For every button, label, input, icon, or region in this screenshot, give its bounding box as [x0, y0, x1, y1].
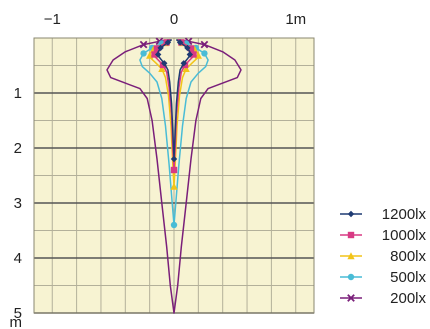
data-point-1200lx	[186, 51, 194, 58]
y-tick-label: 4	[14, 250, 22, 267]
legend-item-200lx: 200lx	[340, 290, 427, 307]
legend-swatch-marker	[347, 210, 355, 218]
data-point-1000lx	[153, 45, 161, 52]
data-point-1200lx	[154, 51, 162, 58]
legend-label: 1200lx	[382, 206, 427, 223]
series-layer	[106, 37, 242, 314]
legend-swatch-marker	[347, 252, 355, 260]
data-point-200lx	[139, 40, 148, 49]
x-tick-label: −1	[44, 11, 61, 28]
series-200lx	[106, 37, 242, 314]
data-point-200lx	[200, 40, 209, 49]
series-1200lx	[154, 39, 194, 163]
legend-item-1200lx: 1200lx	[340, 206, 426, 223]
data-point-1200lx	[184, 44, 191, 52]
data-point-800lx	[170, 182, 178, 190]
data-point-1000lx	[190, 51, 197, 58]
legend-label: 800lx	[390, 248, 426, 265]
data-point-1000lx	[170, 166, 178, 174]
series-line-200lx	[106, 38, 242, 314]
y-tick-label: 2	[14, 140, 22, 157]
legend-item-800lx: 800lx	[340, 248, 427, 265]
x-tick-label: 1m	[285, 11, 306, 28]
data-point-1200lx	[170, 155, 178, 163]
y-tick-label: 1	[14, 85, 22, 102]
data-point-1200lx	[161, 60, 168, 67]
legend-label: 500lx	[390, 269, 426, 286]
legend-swatch-marker-stroke	[347, 294, 355, 302]
data-point-1200lx	[180, 60, 187, 67]
data-point-500lx	[140, 50, 147, 57]
data-point-1000lx	[151, 51, 158, 58]
legend-item-500lx: 500lx	[340, 269, 427, 286]
y-tick-labels: 1 2 3 4 5	[14, 85, 22, 322]
data-point-200lx-stroke	[139, 40, 148, 49]
x-tick-labels: −1 0 1m	[44, 11, 306, 28]
y-tick-label: 3	[14, 195, 22, 212]
data-point-1000lx	[187, 45, 195, 52]
data-point-200lx-stroke	[200, 40, 209, 49]
data-point-1200lx	[157, 44, 164, 52]
legend-label: 1000lx	[382, 227, 427, 244]
legend-swatch-marker	[347, 294, 355, 302]
x-tick-label: 0	[170, 11, 178, 28]
series-500lx	[139, 38, 209, 229]
data-point-200lx-stroke	[155, 37, 164, 46]
legend-swatch-marker	[347, 231, 355, 239]
legend-label: 200lx	[390, 290, 426, 307]
legend-swatch-marker	[347, 273, 355, 281]
y-axis-unit-label: m	[10, 314, 23, 329]
legend-item-1000lx: 1000lx	[340, 227, 426, 244]
data-point-1200lx	[164, 39, 172, 46]
data-point-500lx	[170, 221, 178, 229]
data-point-800lx	[182, 65, 190, 72]
data-point-800lx	[158, 65, 166, 72]
data-point-500lx	[201, 50, 208, 57]
legend: 1200lx 1000lx 800lx 500lx 200lx	[340, 206, 427, 307]
data-point-1200lx	[176, 39, 184, 46]
y-tick-label: 5	[14, 305, 22, 322]
